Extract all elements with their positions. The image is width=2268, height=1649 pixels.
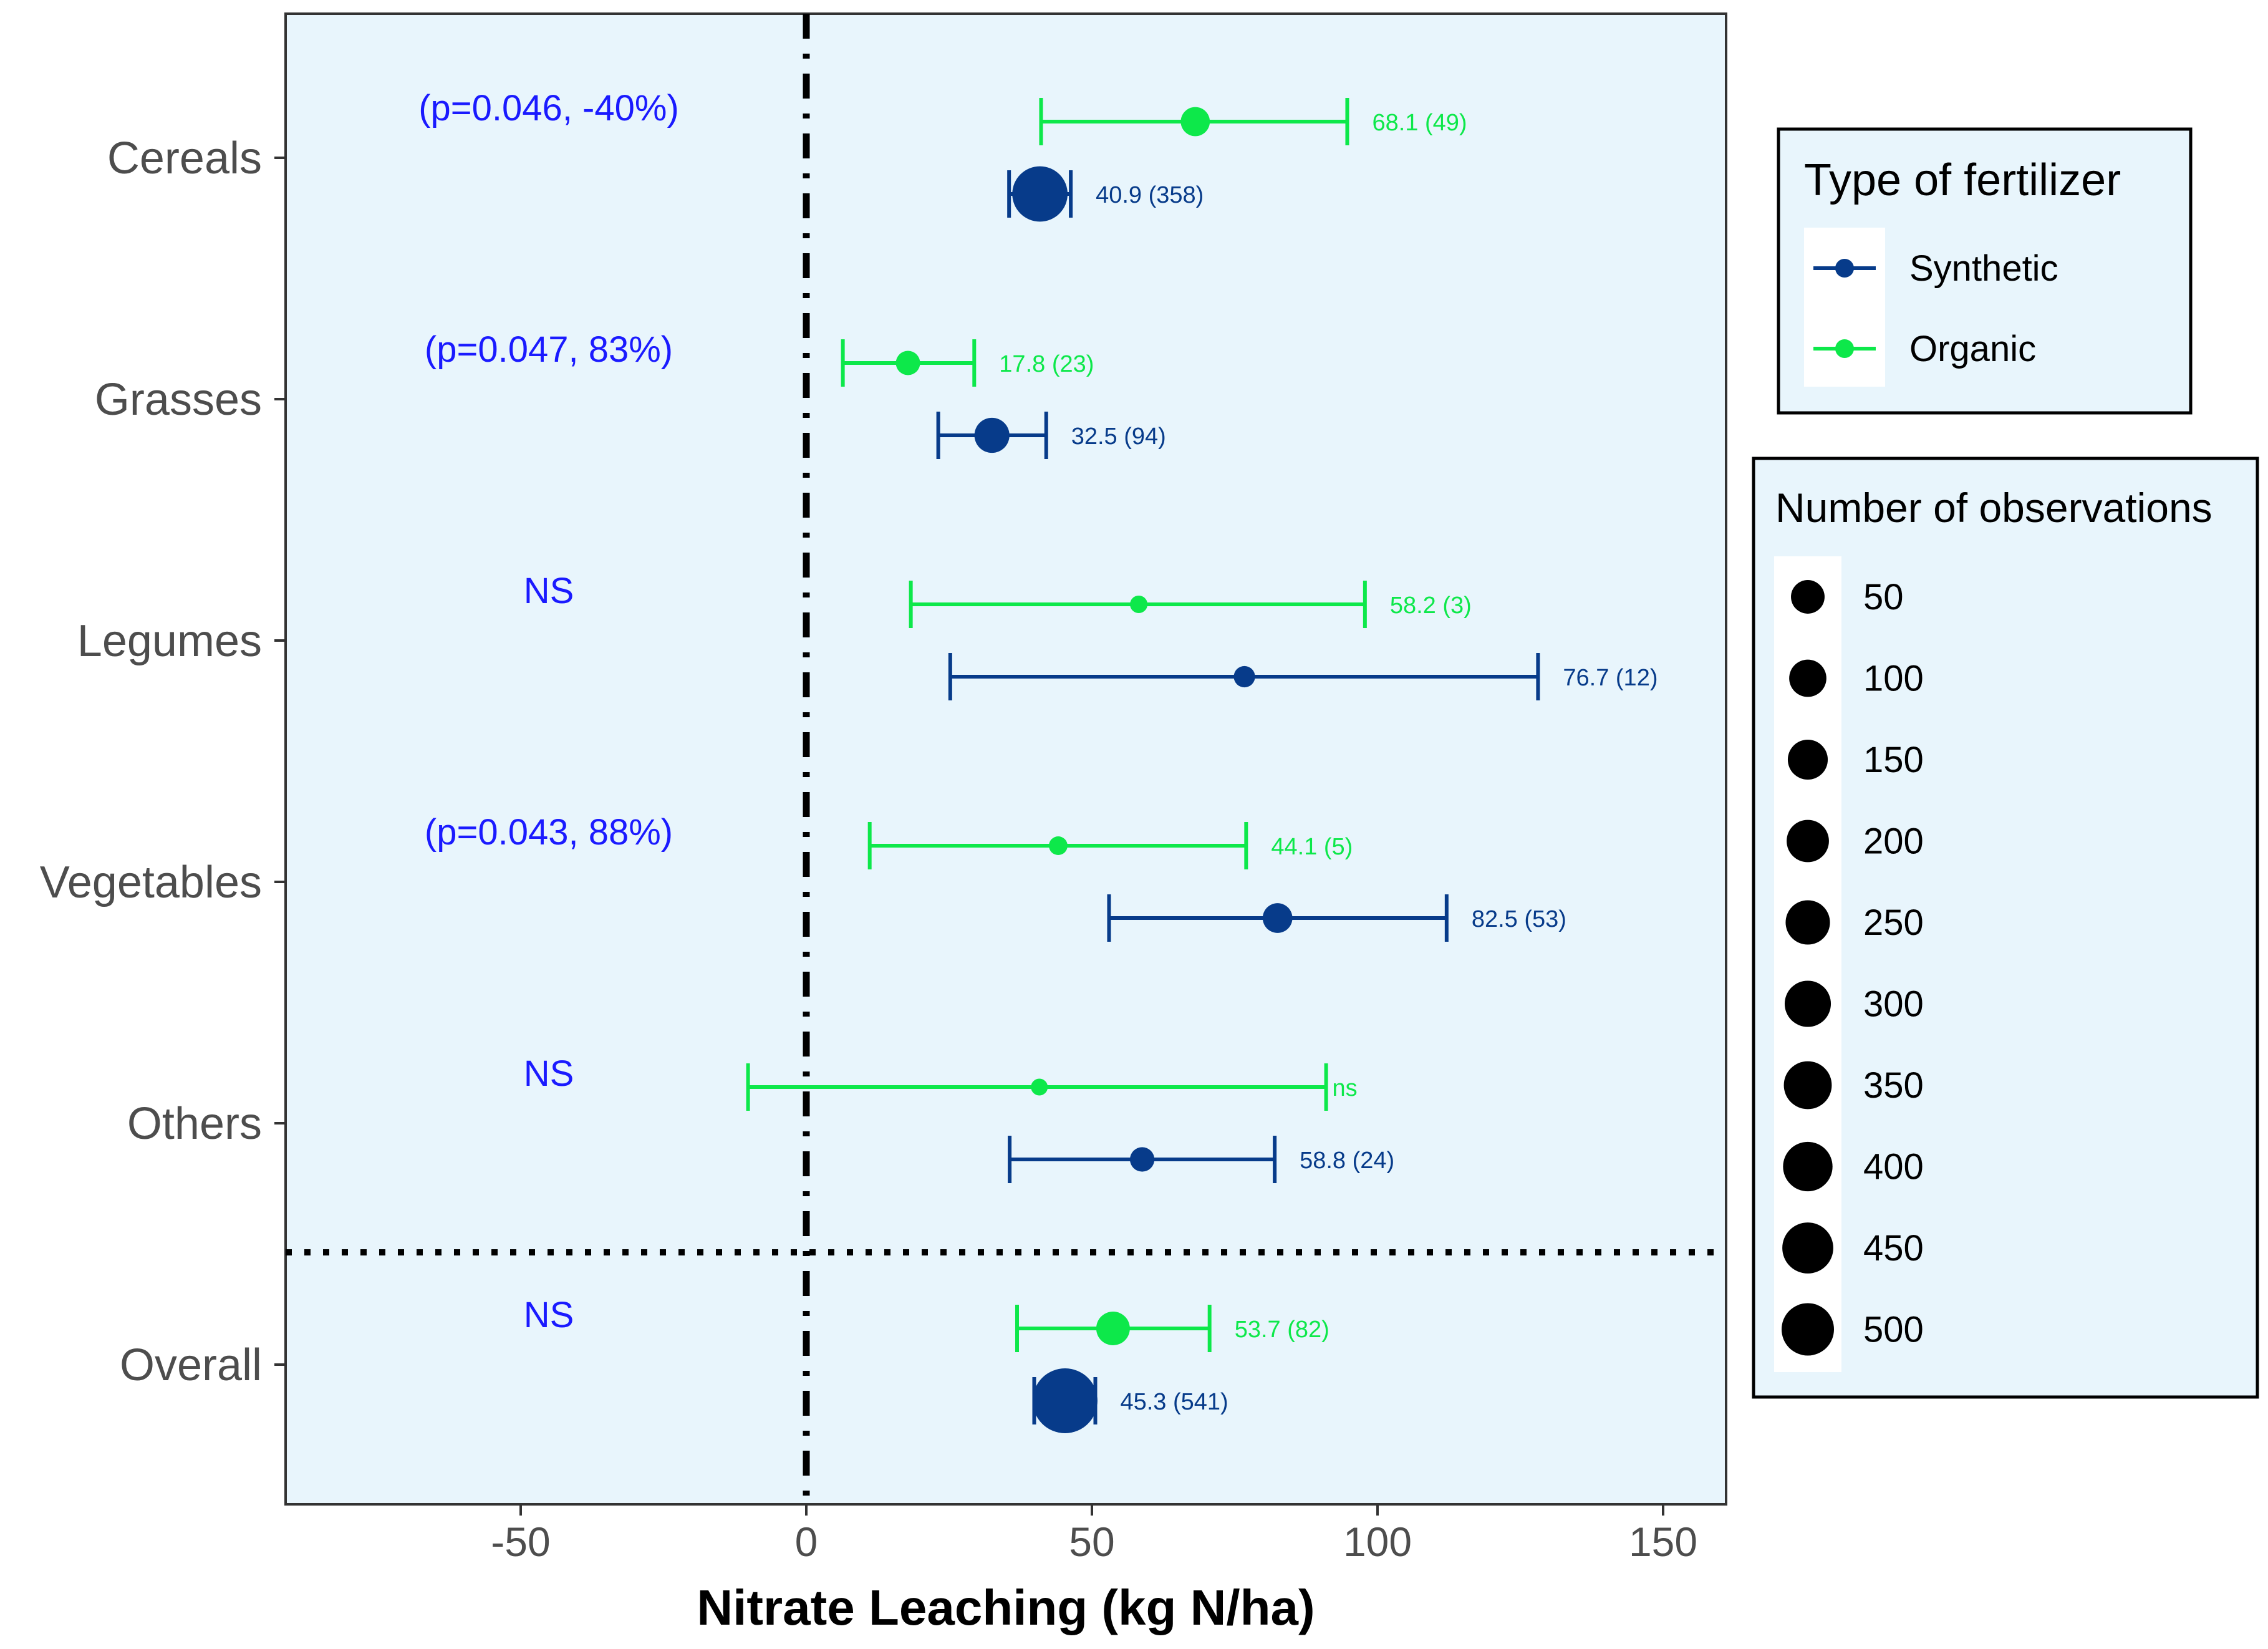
- organic-point-vegetables: [1049, 836, 1068, 855]
- legend-key-dot-organic: [1835, 339, 1854, 358]
- synthetic-point-others: [1129, 1147, 1155, 1172]
- category-label-cereals: Cereals: [107, 133, 262, 183]
- significance-annotations: (p=0.046, -40%) (p=0.047, 83%) NS (p=0.043,…: [418, 88, 679, 1335]
- organic-value-label: ns: [1333, 1075, 1358, 1101]
- legend-size-dot: [1789, 659, 1826, 697]
- x-axis: -50 0 50 100 150: [491, 1504, 1697, 1565]
- organic-point-legumes: [1130, 595, 1148, 614]
- legend-size: Number of observations 50 100 150 200 250 300…: [1752, 457, 2259, 1399]
- legend-size-label: 100: [1863, 659, 1924, 699]
- synthetic-value-label: 40.9 (358): [1096, 182, 1204, 208]
- legend-size-dot: [1782, 1303, 1834, 1356]
- legend-size-label: 500: [1863, 1310, 1924, 1350]
- x-tick-label: 50: [1069, 1519, 1114, 1565]
- x-tick-label: 0: [795, 1519, 818, 1565]
- legend-size-dot: [1785, 900, 1830, 945]
- legend-size-dot: [1784, 980, 1831, 1027]
- organic-point-cereals: [1180, 107, 1210, 137]
- synthetic-point-overall: [1032, 1368, 1098, 1433]
- legend-size-dot: [1783, 1141, 1833, 1192]
- legend-size-label: 300: [1863, 984, 1924, 1025]
- legend-size-dot: [1787, 820, 1829, 863]
- legend-size-dot: [1783, 1061, 1832, 1110]
- synthetic-value-label: 32.5 (94): [1071, 423, 1166, 450]
- synthetic-point-legumes: [1233, 665, 1255, 688]
- legend-size-dot: [1782, 1222, 1833, 1274]
- legend-size-dot: [1791, 580, 1825, 614]
- significance-annotation: NS: [524, 1053, 574, 1094]
- reference-lines: [286, 14, 1726, 1504]
- legend-label-organic: Organic: [1909, 329, 2036, 369]
- organic-value-label: 44.1 (5): [1271, 834, 1353, 860]
- legend-key-dot-synthetic: [1835, 259, 1854, 278]
- legend-size-label: 200: [1863, 821, 1924, 862]
- legend-size-label: 150: [1863, 740, 1924, 780]
- synthetic-value-label: 76.7 (12): [1563, 665, 1658, 691]
- synthetic-value-label: 58.8 (24): [1300, 1148, 1394, 1174]
- data-points: [895, 107, 1293, 1433]
- synthetic-value-label: 45.3 (541): [1120, 1389, 1228, 1415]
- significance-annotation: (p=0.047, 83%): [425, 329, 673, 370]
- significance-annotation: (p=0.043, 88%): [425, 812, 673, 853]
- significance-annotation: (p=0.046, -40%): [418, 88, 679, 128]
- legend-fertilizer: Type of fertilizer Synthetic Organic: [1777, 127, 2193, 415]
- organic-point-others: [1031, 1078, 1048, 1096]
- organic-value-label: 58.2 (3): [1390, 592, 1472, 619]
- significance-annotation: NS: [524, 571, 574, 611]
- organic-value-label: 53.7 (82): [1235, 1317, 1329, 1343]
- legend-key-background: [1804, 228, 1885, 387]
- legend-size-label: 350: [1863, 1065, 1924, 1106]
- legend-size-label: 250: [1863, 902, 1924, 943]
- legend-size-dot: [1787, 739, 1828, 780]
- synthetic-point-grasses: [974, 417, 1010, 453]
- legend-size-label: 50: [1863, 577, 1904, 617]
- organic-point-overall: [1096, 1312, 1130, 1345]
- x-axis-title: Nitrate Leaching (kg N/ha): [697, 1580, 1315, 1635]
- synthetic-value-label: 82.5 (53): [1472, 906, 1566, 932]
- plot-panel: [284, 12, 1727, 1506]
- x-tick-label: -50: [491, 1519, 550, 1565]
- legend-size-label: 450: [1863, 1228, 1924, 1269]
- legend-label-synthetic: Synthetic: [1909, 248, 2058, 289]
- synthetic-point-vegetables: [1262, 903, 1293, 933]
- organic-point-grasses: [895, 351, 920, 375]
- value-labels: 40.9 (358) 32.5 (94) 76.7 (12) 82.5 (53) 58.…: [999, 110, 1658, 1415]
- significance-annotation: NS: [524, 1295, 574, 1335]
- x-tick-label: 100: [1343, 1519, 1412, 1565]
- legend-size-label: 400: [1863, 1147, 1924, 1187]
- y-axis: Cereals Grasses Legumes Vegetables Others Ove…: [40, 133, 286, 1390]
- category-label-others: Others: [127, 1099, 262, 1149]
- category-label-grasses: Grasses: [95, 375, 262, 425]
- organic-value-label: 68.1 (49): [1372, 110, 1467, 136]
- x-tick-label: 150: [1629, 1519, 1697, 1565]
- category-label-overall: Overall: [120, 1340, 262, 1390]
- category-label-legumes: Legumes: [77, 616, 262, 666]
- legend-fertilizer-title: Type of fertilizer: [1804, 155, 2121, 205]
- category-label-vegetables: Vegetables: [40, 858, 262, 907]
- synthetic-point-cereals: [1012, 166, 1068, 222]
- organic-value-label: 17.8 (23): [999, 351, 1094, 377]
- legend-size-title: Number of observations: [1775, 485, 2213, 531]
